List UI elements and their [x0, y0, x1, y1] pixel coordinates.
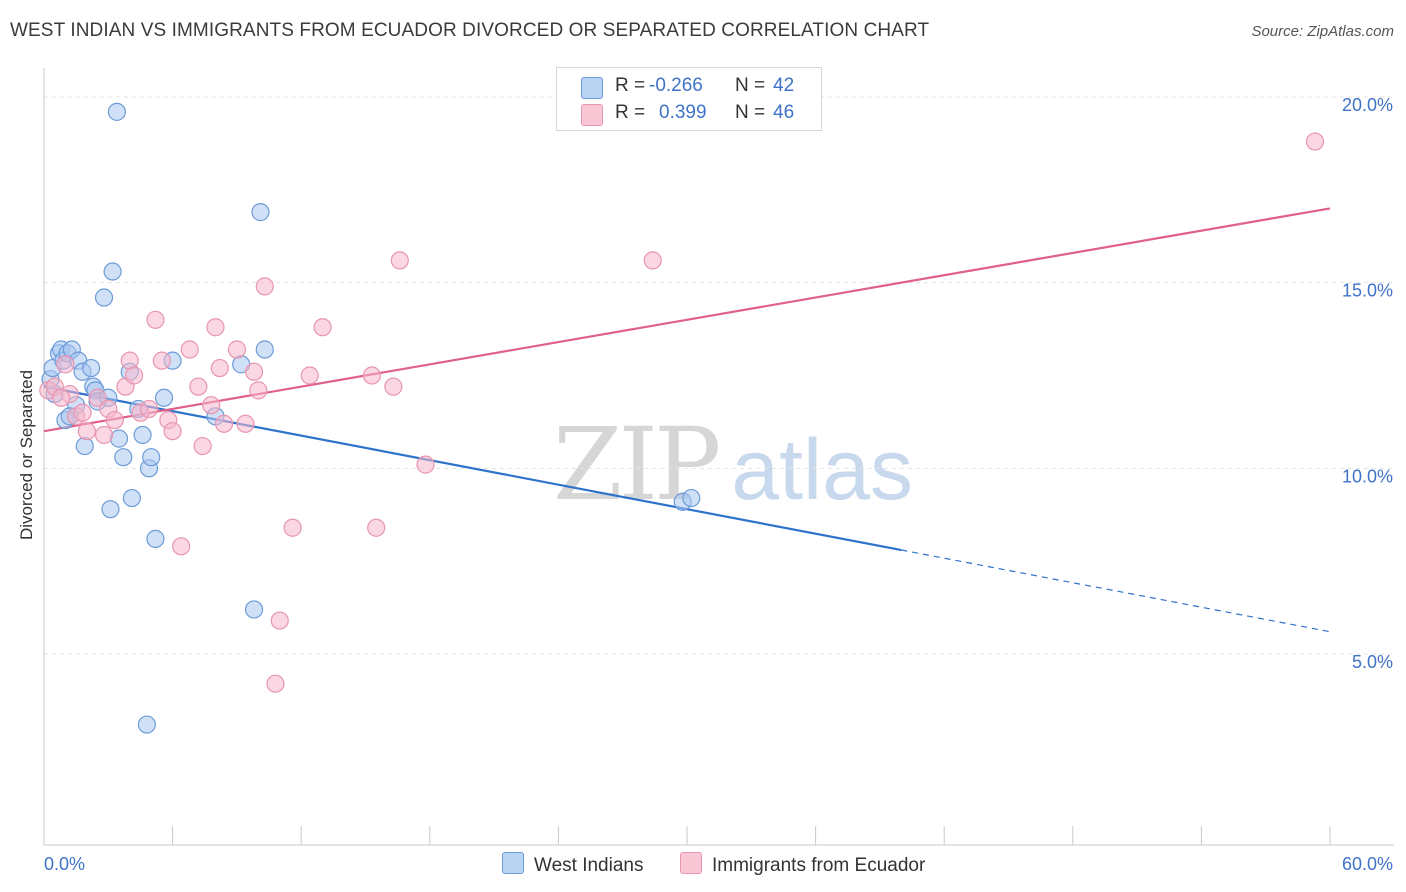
- west-indian-point: [682, 488, 701, 508]
- bottom-legend-label-2: Immigrants from Ecuador: [712, 855, 926, 876]
- ecuador-point: [236, 414, 255, 433]
- ecuador-point: [270, 611, 289, 630]
- y-tick-label: 15.0%: [1342, 281, 1393, 301]
- west-indian-point: [251, 203, 270, 222]
- west-indian-trendline: [43, 385, 902, 552]
- west-indian-trendline-extrapolated: [901, 549, 1331, 633]
- ecuador-point: [94, 425, 114, 445]
- y-tick-label: 10.0%: [1342, 466, 1393, 486]
- ecuador-point: [416, 455, 435, 474]
- ecuador-point: [163, 422, 182, 441]
- ecuador-point: [367, 518, 386, 537]
- ecuador-point: [227, 340, 246, 359]
- ecuador-point: [206, 318, 225, 337]
- ecuador-point: [313, 318, 332, 337]
- legend-r-label-2: R =: [615, 102, 646, 123]
- ecuador-point: [214, 414, 234, 433]
- west-indian-point: [107, 102, 126, 121]
- legend-r-value-2: 0.399: [659, 102, 707, 123]
- ecuador-point: [266, 674, 285, 693]
- ecuador-point: [88, 388, 107, 407]
- west-indian-point: [114, 448, 133, 467]
- ecuador-point: [1305, 132, 1325, 151]
- ecuador-point: [189, 377, 208, 396]
- west-indian-point: [82, 358, 101, 378]
- legend-n-label-2: N =: [735, 102, 766, 123]
- ecuador-point: [73, 403, 92, 422]
- ecuador-point: [249, 381, 268, 400]
- axis-layer: [43, 68, 1394, 846]
- x-tick-label-end: 60.0%: [1342, 854, 1393, 874]
- legend-r-value-1: -0.266: [649, 75, 703, 96]
- west-indian-point: [142, 448, 161, 467]
- ecuador-point: [77, 422, 96, 441]
- west-indian-point: [75, 436, 94, 456]
- bottom-legend-label-1: West Indians: [534, 855, 644, 876]
- ecuador-point: [52, 388, 71, 407]
- ecuador-point: [300, 366, 319, 385]
- ecuador-trendline: [43, 207, 1331, 433]
- ecuador-point: [105, 410, 124, 430]
- legend-swatch-pink: [581, 104, 603, 126]
- west-indian-point: [94, 288, 114, 307]
- west-indian-point: [154, 388, 174, 407]
- ecuador-point: [180, 340, 199, 359]
- west-indian-point: [133, 425, 152, 445]
- legend-n-value-2: 46: [773, 102, 795, 123]
- source-label: Source: ZipAtlas.com: [1251, 23, 1394, 40]
- x-tick-label-start: 0.0%: [44, 854, 85, 874]
- y-tick-label: 20.0%: [1342, 95, 1393, 115]
- y-axis-label: Divorced or Separated: [17, 369, 36, 541]
- ecuador-point: [244, 362, 264, 381]
- trend-layer: [43, 207, 1331, 633]
- west-indian-point: [101, 500, 120, 519]
- ecuador-point: [643, 251, 662, 270]
- ecuador-point: [146, 310, 165, 329]
- correlation-legend: R = -0.266 N = 42 R = 0.399 N = 46: [556, 67, 822, 131]
- ecuador-point: [56, 355, 75, 374]
- ecuador-point: [202, 396, 221, 415]
- west-indian-point: [109, 429, 129, 448]
- ecuador-point: [152, 351, 171, 370]
- bottom-legend-swatch-blue: [502, 852, 524, 874]
- ecuador-point: [124, 366, 144, 385]
- watermark-atlas: atlas: [731, 422, 913, 518]
- ecuador-point: [193, 436, 212, 456]
- legend-r-label-1: R =: [615, 75, 646, 96]
- points-layer: [39, 102, 1325, 734]
- ecuador-point: [255, 277, 274, 296]
- west-indian-point: [137, 715, 156, 734]
- y-tick-label: 5.0%: [1352, 652, 1393, 672]
- tick-label-layer: 5.0% 10.0% 15.0% 20.0% 0.0% 60.0%: [44, 95, 1393, 874]
- west-indian-point: [146, 529, 165, 548]
- ecuador-point: [362, 366, 382, 385]
- west-indian-point: [122, 488, 141, 508]
- west-indian-point: [255, 340, 274, 359]
- west-indian-point: [103, 262, 122, 281]
- ecuador-point: [210, 358, 229, 378]
- ecuador-point: [139, 399, 159, 419]
- ecuador-point: [172, 537, 191, 556]
- west-indian-point: [244, 600, 264, 619]
- ecuador-point: [390, 251, 409, 270]
- ecuador-point: [384, 377, 403, 396]
- bottom-legend-ecuador: Immigrants from Ecuador: [680, 852, 925, 877]
- legend-n-value-1: 42: [773, 75, 795, 96]
- legend-n-label-1: N =: [735, 75, 766, 96]
- ecuador-point: [283, 518, 302, 537]
- bottom-legend-west-indians: West Indians: [502, 852, 643, 877]
- chart-title: WEST INDIAN VS IMMIGRANTS FROM ECUADOR D…: [10, 20, 930, 41]
- legend-swatch-blue: [581, 77, 603, 99]
- bottom-legend-swatch-pink: [680, 852, 702, 874]
